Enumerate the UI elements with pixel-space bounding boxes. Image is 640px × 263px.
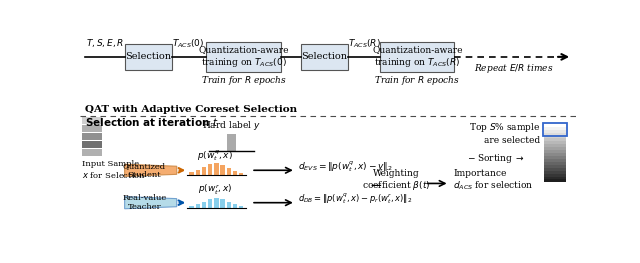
Bar [208,164,212,175]
Bar [83,125,102,132]
Text: $d_{DB} = \|p(\mathit{w}_t^q, x) - p_r(\mathit{w}_t^r, x)\|_2$: $d_{DB} = \|p(\mathit{w}_t^q, x) - p_r(\… [298,191,413,206]
Text: Selection: Selection [125,52,172,61]
Bar [544,141,566,144]
Bar [83,133,102,140]
Bar [208,199,212,208]
Text: Train for $R$ epochs: Train for $R$ epochs [374,74,460,87]
Bar [544,135,566,138]
Bar [189,206,194,208]
Bar [544,138,566,141]
Text: QAT with Adaptive Coreset Selection: QAT with Adaptive Coreset Selection [85,105,297,114]
Bar [189,172,194,175]
Bar [544,153,566,156]
Bar [83,149,102,156]
FancyBboxPatch shape [301,44,348,70]
Text: $p(\mathit{w}_t^r, x)$: $p(\mathit{w}_t^r, x)$ [198,183,232,197]
Bar [239,206,243,208]
Text: $T_{ACS}(0)$: $T_{ACS}(0)$ [172,38,204,50]
Text: Selection: Selection [301,52,348,61]
FancyBboxPatch shape [125,44,172,70]
Text: $T, S, E, R$: $T, S, E, R$ [86,37,125,49]
Bar [544,179,566,183]
Text: Weighting
coefficient $\beta(t)$: Weighting coefficient $\beta(t)$ [362,169,431,192]
Text: Repeat $E/R$ times: Repeat $E/R$ times [474,62,554,75]
Bar [544,124,566,127]
Text: $-$ Sorting $\rightarrow$: $-$ Sorting $\rightarrow$ [467,152,525,165]
Bar [196,204,200,208]
Bar [202,167,206,175]
Bar [544,168,566,171]
Bar [544,159,566,162]
Bar [227,134,236,151]
Bar [239,173,243,175]
Text: $T_{ACS}(R)$: $T_{ACS}(R)$ [348,38,381,50]
FancyBboxPatch shape [380,42,454,72]
Text: Quantized
Student: Quantized Student [123,162,166,179]
Bar [227,168,231,175]
Bar [544,174,566,176]
Text: $-$: $-$ [369,176,381,191]
Bar [544,133,566,135]
Bar [83,117,102,124]
Text: Input Sample
$x$ for Selection: Input Sample $x$ for Selection [83,160,147,180]
Bar [544,147,566,150]
Bar [214,198,219,208]
Bar [544,144,566,147]
Bar [233,204,237,208]
Bar [544,130,566,133]
Text: Quantization-aware
training on $T_{ACS}(R)$: Quantization-aware training on $T_{ACS}(… [372,45,463,69]
Bar [220,165,225,175]
Text: $\mathbf{Selection\ at\ iteration}\ \mathit{t}$: $\mathbf{Selection\ at\ iteration}\ \mat… [85,116,218,128]
Text: $d_{EVS} = \|p(\mathit{w}_t^q, x) - y\|_2$: $d_{EVS} = \|p(\mathit{w}_t^q, x) - y\|_… [298,159,393,174]
Text: Train for $R$ epochs: Train for $R$ epochs [201,74,287,87]
Text: Real-value
Teacher: Real-value Teacher [122,194,166,211]
Bar [544,176,566,179]
Bar [83,141,102,148]
FancyBboxPatch shape [207,42,281,72]
Bar [220,199,225,208]
Text: Quantization-aware
training on $T_{ACS}(0)$: Quantization-aware training on $T_{ACS}(… [198,45,289,69]
Bar [544,162,566,165]
Bar [544,171,566,174]
Bar [202,202,206,208]
Bar [227,202,231,208]
Bar [544,127,566,130]
Bar [544,165,566,168]
Bar [544,150,566,153]
Text: Hard label $y$: Hard label $y$ [202,119,260,132]
Text: Top $S$% sample
are selected: Top $S$% sample are selected [469,121,540,144]
Polygon shape [125,197,177,209]
Bar [233,171,237,175]
Text: $p(\mathit{w}_t^q, x)$: $p(\mathit{w}_t^q, x)$ [197,148,233,163]
Polygon shape [125,164,177,176]
Bar [214,163,219,175]
Bar [196,170,200,175]
Text: Importance
$d_{ACS}$ for selection: Importance $d_{ACS}$ for selection [453,169,533,192]
Bar [543,123,567,136]
Bar [544,156,566,159]
